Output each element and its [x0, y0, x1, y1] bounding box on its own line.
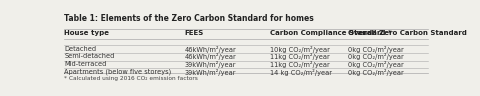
Text: 14 kg CO₂/m²/year: 14 kg CO₂/m²/year — [270, 69, 332, 76]
Text: 10kg CO₂/m²/year: 10kg CO₂/m²/year — [270, 46, 330, 53]
Text: 0kg CO₂/m²/year: 0kg CO₂/m²/year — [348, 69, 404, 76]
Text: Semi-detached: Semi-detached — [64, 53, 115, 59]
Text: 11kg CO₂/m²/year: 11kg CO₂/m²/year — [270, 61, 330, 68]
Text: Table 1: Elements of the Zero Carbon Standard for homes: Table 1: Elements of the Zero Carbon Sta… — [64, 14, 314, 23]
Text: * Calculated using 2016 CO₂ emission factors: * Calculated using 2016 CO₂ emission fac… — [64, 76, 198, 81]
Text: Apartments (below five storeys): Apartments (below five storeys) — [64, 69, 172, 75]
Text: 39kWh/m²/year: 39kWh/m²/year — [185, 69, 236, 76]
Text: 11kg CO₂/m²/year: 11kg CO₂/m²/year — [270, 53, 330, 60]
Text: 0kg CO₂/m²/year: 0kg CO₂/m²/year — [348, 46, 404, 53]
Text: 0kg CO₂/m²/year: 0kg CO₂/m²/year — [348, 61, 404, 68]
Text: Detached: Detached — [64, 46, 96, 52]
Text: 0kg CO₂/m²/year: 0kg CO₂/m²/year — [348, 53, 404, 60]
Text: Overall Zero Carbon Standard: Overall Zero Carbon Standard — [348, 30, 467, 36]
Text: Carbon Compliance Standard *: Carbon Compliance Standard * — [270, 30, 392, 36]
Text: 39kWh/m²/year: 39kWh/m²/year — [185, 61, 236, 68]
Text: FEES: FEES — [185, 30, 204, 36]
Text: 46kWh/m²/year: 46kWh/m²/year — [185, 46, 236, 53]
Text: Mid-terraced: Mid-terraced — [64, 61, 107, 67]
Text: 46kWh/m²/year: 46kWh/m²/year — [185, 53, 236, 60]
Text: House type: House type — [64, 30, 109, 36]
